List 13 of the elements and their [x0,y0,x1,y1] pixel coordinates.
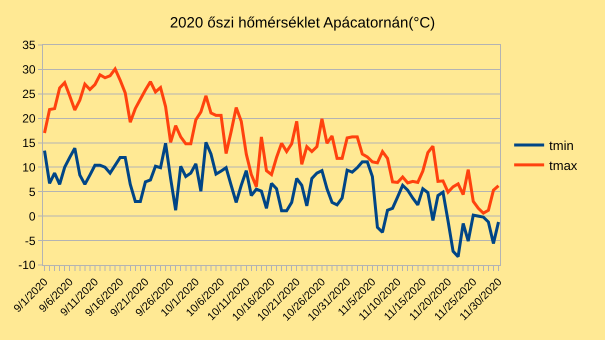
y-tick-label: 35 [22,38,36,52]
legend-label: tmax [549,158,578,173]
y-tick-label: -10 [18,258,36,272]
y-tick-label: 15 [22,136,36,150]
legend-label: tmin [549,138,574,154]
y-tick-label: -5 [24,234,36,248]
y-tick-label: 5 [28,184,36,199]
y-tick-label: 30 [22,62,36,77]
y-tick-label: 10 [22,160,36,174]
y-tick-label: 20 [22,112,36,126]
y-tick-label: 0 [28,209,36,224]
y-tick-label: 25 [22,87,36,102]
chart-title: 2020 őszi hőmérséklet Apácatornán(°C) [170,14,436,32]
